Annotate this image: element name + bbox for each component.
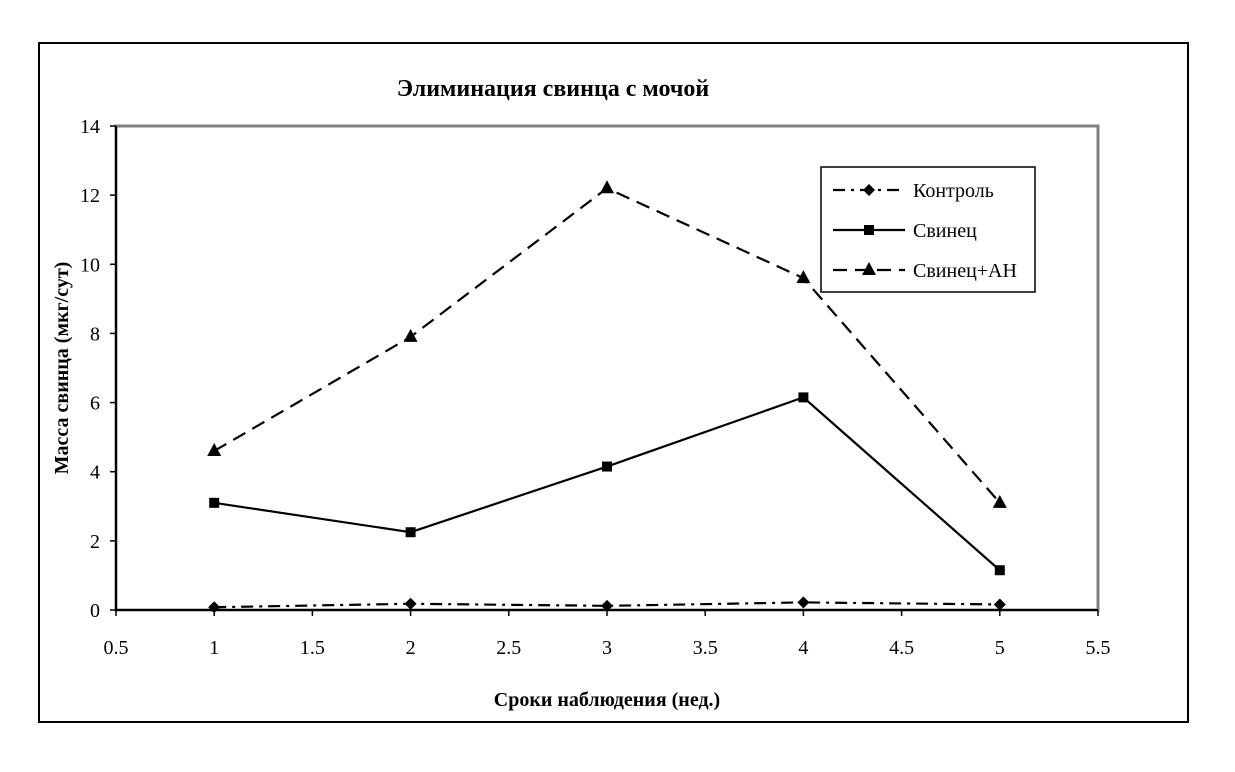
x-axis-label: Сроки наблюдения (нед.): [494, 689, 720, 711]
data-point: [993, 598, 1006, 611]
legend-marker: [863, 184, 875, 196]
data-point: [209, 497, 220, 508]
data-point: [404, 597, 417, 610]
x-tick-label: 4.5: [889, 637, 914, 659]
legend-item: Контроль: [833, 180, 994, 202]
data-point: [796, 270, 811, 284]
x-tick-label: 3.5: [693, 637, 718, 659]
data-point: [798, 392, 809, 403]
data-point: [602, 461, 612, 472]
y-tick-label: 2: [90, 531, 100, 553]
data-point: [992, 494, 1007, 508]
series-1: [208, 596, 1006, 614]
chart-title: Элиминация свинца с мочой: [397, 76, 710, 102]
x-tick-label: 2.5: [496, 637, 521, 659]
x-tick-label: 2: [406, 637, 416, 659]
legend-label: Контроль: [913, 180, 994, 202]
y-tick-label: 6: [90, 393, 100, 415]
series-layer: [207, 180, 1007, 614]
series-2: [209, 392, 1005, 576]
x-tick-label: 1: [209, 637, 219, 659]
data-point: [405, 527, 416, 538]
data-point: [208, 601, 221, 614]
x-tick-label: 3: [602, 637, 612, 659]
x-tick-label: 1.5: [300, 637, 325, 659]
legend: Контроль Свинец Свинец+АН: [820, 166, 1036, 293]
x-tick-label: 5: [995, 637, 1005, 659]
legend-label: Свинец: [913, 220, 977, 242]
y-tick-label: 12: [80, 185, 100, 207]
y-axis-label: Масса свинца (мкг/сут): [51, 262, 73, 475]
x-tick-label: 4: [798, 637, 808, 659]
y-tick-label: 0: [90, 600, 100, 622]
x-tick-label: 5.5: [1086, 637, 1111, 659]
series-3: [207, 180, 1007, 508]
legend-item: Свинец+АН: [833, 260, 1017, 282]
data-point: [994, 565, 1005, 576]
data-point: [797, 596, 810, 609]
legend-label: Свинец+АН: [913, 260, 1017, 282]
series-line: [214, 601, 1000, 609]
y-tick-label: 8: [90, 323, 100, 345]
legend-marker: [862, 262, 876, 275]
x-ticks: 0.5 1 1.5 2 2.5 3 3.5 4 4.5 5 5.5: [104, 610, 1111, 659]
y-ticks: 0 2 4 6 8 10 12 14: [80, 116, 116, 622]
data-point: [207, 442, 222, 456]
legend-item: Свинец: [833, 220, 977, 242]
y-tick-label: 14: [80, 116, 100, 138]
legend-marker: [864, 225, 874, 235]
y-tick-label: 4: [90, 462, 100, 484]
data-point: [403, 328, 418, 342]
data-point: [600, 180, 614, 194]
x-tick-label: 0.5: [104, 637, 129, 659]
y-tick-label: 10: [80, 254, 100, 276]
data-point: [601, 599, 613, 612]
